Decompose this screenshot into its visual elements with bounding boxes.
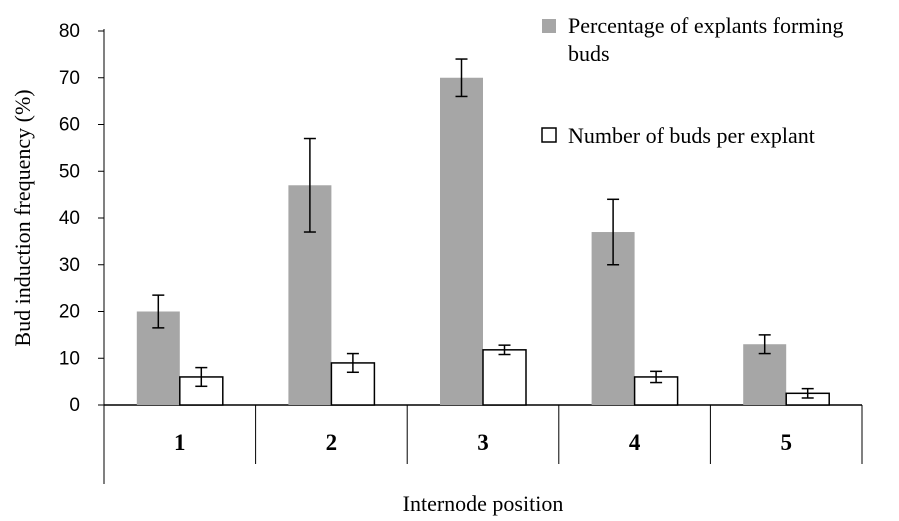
x-tick-label: 5 [780, 430, 792, 455]
x-tick-label: 4 [629, 430, 641, 455]
bar-buds-per-explant [482, 349, 527, 406]
bar-percentage [743, 344, 787, 405]
y-tick-label: 70 [59, 68, 80, 89]
legend-label-buds: Number of buds per explant [568, 123, 815, 148]
y-tick-label: 20 [59, 302, 80, 323]
y-tick-label: 10 [59, 348, 80, 369]
x-tick-label: 1 [174, 430, 186, 455]
y-tick-label: 0 [69, 395, 80, 416]
legend: Percentage of explants forming buds Number… [541, 13, 844, 148]
y-tick-label: 40 [59, 208, 80, 229]
legend-label-percentage: Percentage of explants forming [568, 13, 844, 38]
y-tick-label: 60 [59, 115, 80, 136]
legend-swatch-percentage [542, 19, 556, 33]
legend-label-percentage-cont: buds [568, 41, 610, 66]
y-tick-label: 30 [59, 255, 80, 276]
y-axis-title: Bud induction frequency (%) [10, 89, 35, 346]
legend-swatch-buds [541, 127, 557, 143]
plot-area: 0 10 20 30 40 50 60 70 80 1 2 3 4 5 Internode position… [10, 21, 863, 516]
x-tick-label: 2 [326, 430, 338, 455]
y-tick-label: 80 [59, 21, 80, 42]
bar-percentage [440, 77, 483, 405]
x-axis-title: Internode position [403, 491, 564, 516]
x-tick-label: 3 [477, 430, 489, 455]
y-tick-label: 50 [59, 161, 80, 182]
